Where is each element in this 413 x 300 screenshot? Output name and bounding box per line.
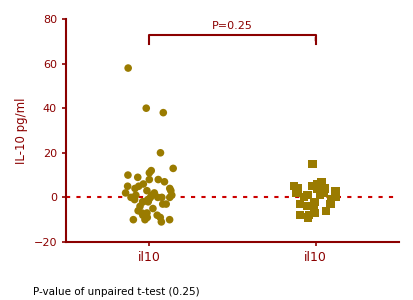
Point [136,204,143,209]
Point [139,200,145,204]
Point [166,217,173,222]
Point [159,110,166,115]
Point [290,184,297,189]
Point [127,195,134,200]
Point [159,202,166,206]
Point [320,188,327,193]
Point [144,197,151,202]
Point [151,190,157,195]
Point [143,188,150,193]
Point [327,197,333,202]
Point [296,202,302,206]
Text: P-value of unpaired t-test (0.25): P-value of unpaired t-test (0.25) [33,287,199,297]
Point [166,195,173,200]
Point [122,190,128,195]
Point [318,179,324,184]
Point [147,168,154,173]
Point [124,184,131,189]
Point [140,182,146,186]
Point [316,193,322,197]
Point [144,215,150,220]
Point [331,188,338,193]
Point [311,211,318,215]
Point [169,166,176,171]
Point [321,186,328,191]
Point [139,200,146,204]
Y-axis label: IL-10 pg/ml: IL-10 pg/ml [15,97,28,164]
Point [145,200,151,204]
Point [326,202,333,206]
Point [124,173,131,178]
Point [304,193,310,197]
Point [154,195,161,200]
Point [309,161,315,166]
Point [134,175,141,180]
Point [292,190,299,195]
Point [158,220,164,224]
Point [309,161,315,166]
Point [311,200,317,204]
Point [135,184,142,189]
Point [313,182,319,186]
Point [162,202,169,206]
Point [157,215,163,220]
Point [294,186,301,191]
Point [167,188,174,193]
Point [154,213,160,218]
Point [138,211,145,215]
Point [296,213,303,218]
Point [158,195,165,200]
Point [139,213,146,218]
Point [161,179,167,184]
Point [168,193,175,197]
Text: P=0.25: P=0.25 [211,21,252,31]
Point [166,186,173,191]
Point [313,186,319,191]
Point [146,170,152,175]
Point [322,208,329,213]
Point [305,213,311,218]
Point [332,195,338,200]
Point [135,208,141,213]
Point [300,195,307,200]
Point [147,195,153,200]
Point [154,177,161,182]
Point [142,106,149,111]
Point [157,150,164,155]
Point [148,193,155,197]
Point [125,66,131,70]
Point [146,177,152,182]
Point [320,190,326,195]
Point [310,206,317,211]
Point [131,197,138,202]
Point [143,211,150,215]
Point [131,186,138,191]
Point [132,193,139,197]
Point [304,215,311,220]
Point [130,217,136,222]
Point [304,204,310,209]
Point [308,184,315,189]
Point [145,197,152,202]
Point [149,206,156,211]
Point [141,217,148,222]
Point [331,195,337,200]
